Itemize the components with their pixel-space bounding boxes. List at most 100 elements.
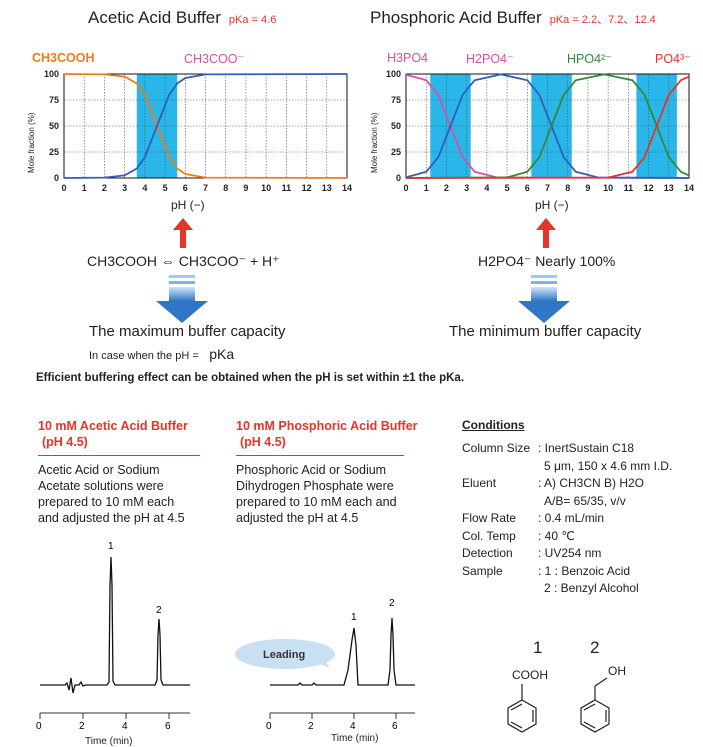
conditions-title: Conditions bbox=[462, 418, 525, 432]
chrom-right-desc-line: Phosphoric Acid or Sodium bbox=[236, 463, 387, 477]
y-tick-label: 50 bbox=[391, 121, 401, 131]
x-tick-label: 5 bbox=[505, 183, 510, 193]
x-tick-label: 4 bbox=[142, 183, 147, 193]
x-tick-label: 0 bbox=[403, 183, 408, 193]
chrom-left-tick: 0 bbox=[36, 721, 42, 730]
chrom-right-divider bbox=[236, 455, 404, 456]
cond-label: Column Size bbox=[462, 441, 531, 455]
chrom-left-tick: 2 bbox=[79, 721, 85, 730]
y-tick-label: 50 bbox=[49, 121, 59, 131]
cond-value: : 0.4 mL/min bbox=[538, 511, 605, 525]
y-tick-label: 0 bbox=[54, 173, 59, 183]
cond-value: : 1 : Benzoic Acid bbox=[538, 563, 631, 578]
chromatogram-left: 0 2 4 6 1 2 bbox=[36, 541, 190, 730]
left-xlabel: pH (−) bbox=[171, 198, 205, 212]
cond-value: : UV254 nm bbox=[538, 546, 602, 560]
incase-label: In case when the pH = bbox=[89, 350, 199, 362]
x-tick-label: 14 bbox=[342, 183, 352, 193]
x-tick-label: 7 bbox=[203, 183, 208, 193]
chrom-right-peak2: 2 bbox=[389, 598, 395, 609]
chrom-right-tick: 0 bbox=[266, 721, 272, 732]
species-ch3coo: CH3COO⁻ bbox=[184, 52, 245, 66]
species-po4: PO4³⁻ bbox=[655, 52, 691, 66]
cooh-label: COOH bbox=[512, 668, 548, 682]
structure-number-1: 1 bbox=[533, 638, 543, 657]
x-tick-label: 1 bbox=[424, 183, 429, 193]
chrom-right-head1: 10 mM Phosphoric Acid Buffer bbox=[236, 419, 418, 433]
right-title: Phosphoric Acid Buffer pKa = 2.2、7.2、12.4 bbox=[370, 8, 656, 28]
cond-label: Sample bbox=[462, 563, 503, 578]
species-ch3cooh: CH3COOH bbox=[32, 51, 95, 65]
right-title-text: Phosphoric Acid Buffer bbox=[370, 8, 542, 27]
x-tick-label: 2 bbox=[102, 183, 107, 193]
cond-value: 5 μm, 150 x 4.6 mm I.D. bbox=[544, 458, 673, 473]
chrom-left-tick: 4 bbox=[122, 721, 128, 730]
chrom-left-peak1: 1 bbox=[108, 541, 114, 552]
chrom-left-desc-line: and adjusted the pH at 4.5 bbox=[38, 511, 185, 525]
structure-number-2: 2 bbox=[590, 638, 600, 657]
right-red-arrow bbox=[536, 218, 556, 248]
chrom-left-xlabel: Time (min) bbox=[85, 736, 133, 747]
series-line bbox=[405, 73, 690, 179]
x-tick-label: 13 bbox=[322, 183, 332, 193]
x-tick-label: 8 bbox=[223, 183, 228, 193]
chrom-left-desc-line: prepared to 10 mM each bbox=[38, 495, 175, 509]
y-tick-label: 75 bbox=[391, 95, 401, 105]
left-pka: pKa = 4.6 bbox=[228, 14, 277, 26]
chrom-left-desc: Acetic Acid or Sodium Acetate solutions … bbox=[38, 462, 185, 526]
left-red-arrow bbox=[173, 218, 193, 248]
series-line bbox=[405, 75, 690, 179]
chromatogram-right: Leading 0 2 4 6 1 2 bbox=[235, 598, 415, 732]
chrom-left-trace bbox=[40, 556, 190, 694]
x-tick-label: 10 bbox=[261, 183, 271, 193]
chrom-left-divider bbox=[38, 455, 200, 456]
x-tick-label: 10 bbox=[603, 183, 613, 193]
x-tick-label: 5 bbox=[163, 183, 168, 193]
y-tick-label: 100 bbox=[44, 69, 59, 79]
x-tick-label: 14 bbox=[684, 183, 694, 193]
y-tick-label: 25 bbox=[391, 147, 401, 157]
chrom-left-tick: 6 bbox=[165, 721, 171, 730]
left-title: Acetic Acid Buffer pKa = 4.6 bbox=[88, 8, 276, 28]
x-tick-label: 0 bbox=[61, 183, 66, 193]
cond-value: : 40 ℃ bbox=[538, 528, 575, 543]
chrom-left-head: 10 mM Acetic Acid Buffer (pH 4.5) bbox=[38, 418, 188, 450]
chrom-right-tick: 4 bbox=[350, 721, 356, 732]
benzoic-acid-structure bbox=[507, 684, 537, 733]
cond-value: : A) CH3CN B) H2O bbox=[538, 476, 645, 490]
left-title-text: Acetic Acid Buffer bbox=[88, 8, 221, 27]
cond-value: 2 : Benzyl Alcohol bbox=[544, 581, 639, 595]
x-tick-label: 12 bbox=[644, 183, 654, 193]
series-line bbox=[405, 73, 690, 179]
cond-label: Eluent bbox=[462, 476, 497, 490]
left-blue-arrow bbox=[156, 275, 208, 323]
x-tick-label: 3 bbox=[464, 183, 469, 193]
cond-label: Flow Rate bbox=[462, 511, 517, 525]
chrom-right-head2: (pH 4.5) bbox=[240, 435, 286, 449]
chrom-left-desc-line: Acetate solutions were bbox=[38, 479, 164, 493]
chrom-right-tick: 2 bbox=[308, 721, 314, 732]
chrom-right-xlabel: Time (min) bbox=[331, 733, 379, 744]
species-h2po4: H2PO4⁻ bbox=[466, 52, 514, 66]
reaction-left: CH3COOH ⇔ CH3COO⁻ + H⁺ bbox=[87, 253, 280, 269]
x-tick-label: 13 bbox=[664, 183, 674, 193]
efficient-text: Efficient buffering effect can be obtain… bbox=[36, 372, 465, 384]
cond-label: Detection bbox=[462, 546, 513, 560]
right-pka: pKa = 2.2、7.2、12.4 bbox=[549, 14, 656, 26]
reaction-right: H2PO4⁻ Nearly 100% bbox=[478, 253, 616, 269]
x-tick-label: 11 bbox=[624, 183, 634, 193]
chrom-left-desc-line: Acetic Acid or Sodium bbox=[38, 463, 160, 477]
y-tick-label: 0 bbox=[396, 173, 401, 183]
cond-value: A/B= 65/35, v/v bbox=[544, 493, 626, 508]
x-tick-label: 9 bbox=[585, 183, 590, 193]
x-tick-label: 6 bbox=[183, 183, 188, 193]
incase-line: In case when the pH = pKa bbox=[89, 346, 234, 364]
benzyl-alcohol-structure bbox=[580, 677, 610, 733]
series-line bbox=[405, 73, 690, 179]
species-h3po4: H3PO4 bbox=[387, 51, 428, 65]
leading-label: Leading bbox=[263, 649, 305, 661]
x-tick-label: 12 bbox=[302, 183, 312, 193]
right-xlabel: pH (−) bbox=[535, 198, 569, 212]
